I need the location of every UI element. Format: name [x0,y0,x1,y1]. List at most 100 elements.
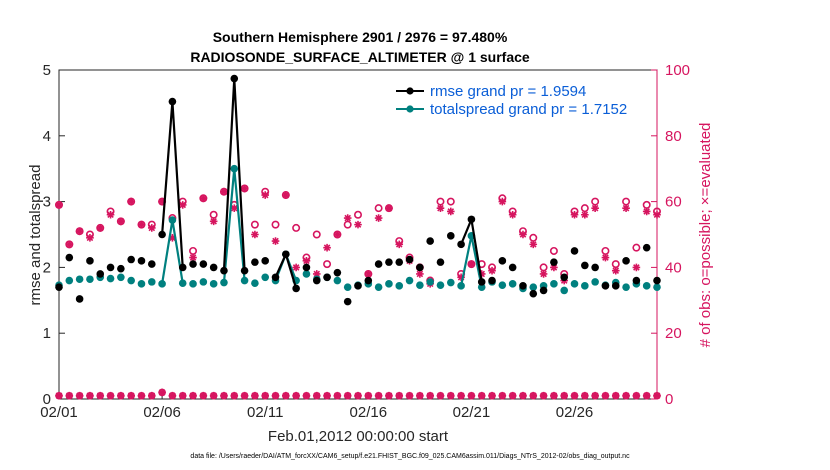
rmse-point [591,263,599,272]
rmse-point [498,257,507,265]
obs-baseline-evaluated-point [333,391,342,400]
obs-evaluated-point [436,204,445,212]
obs-evaluated-point [343,214,352,222]
rmse-point [240,266,249,275]
totalspread-point [189,280,197,288]
rmse-point [529,289,538,298]
totalspread-point [333,276,342,285]
rmse-point [209,263,218,272]
obs-evaluated-point [519,230,527,239]
totalspread-point [457,282,465,290]
obs-baseline-evaluated-point [519,391,527,400]
x-tick-label: 02/01 [40,404,78,421]
rmse-point [581,261,589,270]
totalspread-point [147,278,156,286]
obs-evaluated-point [642,207,651,216]
obs-baseline-evaluated-point [65,391,74,400]
totalspread-point [117,273,125,282]
rmse-point [508,263,517,272]
obs-baseline-evaluated-point [560,391,569,400]
totalspread-point [86,275,94,284]
obs-evaluated-point [240,184,249,193]
obs-possible-point [323,260,332,269]
rmse-spike-point [230,74,239,83]
totalspread-point [477,283,486,291]
obs-evaluated-point [539,270,548,278]
totalspread-point [508,280,517,288]
obs-baseline-evaluated-point [529,391,538,400]
totalspread-point [178,279,187,287]
rmse-point [292,284,300,293]
rmse-point [312,276,321,285]
obs-possible-point [374,204,383,213]
obs-evaluated-point [446,207,455,216]
rmse-point [75,295,84,303]
obs-evaluated-point [467,260,476,268]
totalspread-point [385,280,393,288]
y-right-label: # of obs: o=possible; ×=evaluated [697,123,714,348]
rmse-point [550,258,558,266]
obs-baseline-evaluated-point [189,391,197,400]
obs-evaluated-point [178,201,187,209]
rmse-point [653,276,661,285]
totalspread-point [498,281,507,289]
obs-baseline-evaluated-point [147,391,156,400]
obs-baseline-evaluated-point [467,391,476,400]
rmse-point [86,257,94,265]
obs-possible-point [250,220,259,229]
totalspread-point [374,283,383,291]
obs-evaluated-point [354,220,362,229]
rmse-point [570,247,579,255]
y-left-tick-label: 3 [43,194,51,211]
totalspread-point [591,278,599,286]
rmse-series [55,74,661,306]
totalspread-point [251,279,259,287]
obs-evaluated-point [611,266,620,275]
obs-baseline-evaluated-point [385,391,393,400]
totalspread-point [199,278,208,286]
footer-data-file: data file: /Users/raeder/DAI/ATM_forcXX/… [190,453,630,460]
obs-baseline-evaluated-point [653,391,661,400]
obs-baseline-evaluated-point [622,391,630,400]
totalspread-point [570,280,579,288]
x-tick-label: 02/26 [556,404,594,421]
obs-baseline-evaluated-point [539,391,548,400]
obs-baseline-evaluated-point [581,391,589,400]
rmse-point [385,258,393,266]
obs-evaluated-point [653,210,661,219]
obs-evaluated-point [581,210,589,219]
y-right-tick-label: 0 [665,391,673,408]
rmse-point [395,258,404,266]
totalspread-point [653,283,661,291]
x-axis: 02/01 02/06 02/11 02/16 02/21 02/26 [40,393,593,421]
obs-baseline-evaluated-point [127,391,135,400]
obs-evaluated-point [550,263,558,272]
totalspread-point [529,283,538,291]
obs-baseline-evaluated-point [632,391,641,400]
rmse-point [622,257,630,265]
rmse-point [178,263,187,272]
rmse-point [323,273,331,282]
obs-baseline-evaluated-point [611,391,620,400]
rmse-point [354,282,362,290]
rmse-point [117,264,125,273]
obs-baseline-evaluated-point [601,391,610,400]
obs-evaluated-point [282,191,290,199]
rmse-point [147,260,156,268]
obs-evaluated-point [364,270,373,278]
obs-possible-point [632,243,641,252]
obs-baseline-evaluated-point [292,391,300,400]
rmse-point [426,237,434,245]
totalspread-point [395,282,404,290]
obs-evaluated-point [137,220,146,229]
legend-rmse-marker [406,87,414,95]
obs-evaluated-point [385,204,393,212]
obs-possible-point [353,210,362,219]
y-left-tick-label: 5 [43,62,51,79]
rmse-spike-point [282,250,290,259]
obs-baseline-evaluated-point [498,391,507,400]
totalspread-point [343,283,352,291]
obs-evaluated-point [55,201,63,209]
obs-evaluated-point [96,224,105,232]
obs-baseline-evaluated-point [426,391,434,400]
